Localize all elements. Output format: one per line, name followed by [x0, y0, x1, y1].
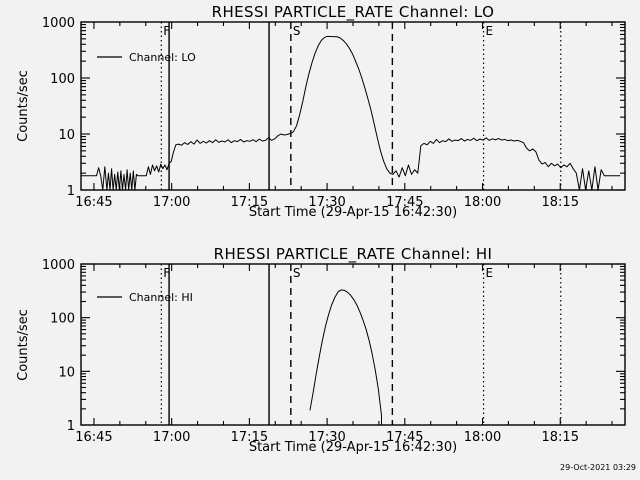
event-marker-label: E	[486, 24, 494, 38]
panel-lo-legend-label: Channel: LO	[129, 51, 196, 64]
panel-lo-ytick-label: 10	[58, 128, 75, 143]
panel-hi-xtick-label: 17:45	[386, 430, 423, 445]
event-marker-label: S	[293, 24, 301, 38]
panel-lo-xtick-label: 17:45	[386, 195, 423, 210]
panel-hi-xlabel: Start Time (29-Apr-15 16:42:30)	[249, 440, 457, 455]
panel-lo-legend: Channel: LO	[97, 51, 196, 64]
panel-lo-xtick-label: 18:15	[542, 195, 579, 210]
panel-hi-legend: Channel: HI	[97, 291, 193, 304]
panel-hi-data-curve	[309, 289, 382, 426]
panel-lo-ylabel: Counts/sec	[16, 70, 31, 142]
panel-lo-ytick-label: 1	[67, 184, 75, 199]
panel-hi-ytick-label: 1	[67, 419, 75, 434]
panel-lo-xlabel: Start Time (29-Apr-15 16:42:30)	[249, 205, 457, 220]
panel-hi-frame	[80, 263, 626, 426]
panel-hi-ytick-label: 1000	[42, 258, 75, 273]
event-marker-label: E	[486, 266, 494, 280]
panel-hi-ylabel: Counts/sec	[16, 309, 31, 381]
panel-hi-ylabel-group: Counts/sec	[16, 309, 31, 381]
panel-hi-xtick-label: 17:15	[231, 430, 268, 445]
panel-hi-xtick-label: 18:00	[464, 430, 501, 445]
panel-lo: RHESSI PARTICLE_RATE Channel: LO Counts/…	[16, 3, 626, 220]
panel-lo-xtick-label: 18:00	[464, 195, 501, 210]
panel-hi-legend-label: Channel: HI	[129, 291, 193, 304]
panel-lo-ytick-label: 1000	[42, 16, 75, 31]
panel-hi-ytick-label: 100	[50, 312, 75, 327]
panel-lo-data-curve	[80, 35, 621, 191]
panel-hi-ytick-label: 10	[58, 365, 75, 380]
event-marker-label: F	[163, 24, 170, 38]
panel-lo-xtick-label: 17:00	[153, 195, 190, 210]
panel-lo-ytick-label: 100	[50, 72, 75, 87]
panel-hi-ticks: 1 10 100 1000	[42, 258, 625, 434]
panel-hi-xtick-label: 18:15	[542, 430, 579, 445]
panel-hi-xtick-labels: 16:45 17:00 17:15 17:30 17:45 18:00 18:15	[75, 430, 579, 445]
panel-lo-xtick-label: 17:15	[231, 195, 268, 210]
panel-hi-title: RHESSI PARTICLE_RATE Channel: HI	[214, 245, 493, 264]
render-timestamp: 29-Oct-2021 03:29	[560, 463, 636, 472]
panel-lo-title: RHESSI PARTICLE_RATE Channel: LO	[212, 3, 495, 22]
panel-lo-xtick-label: 16:45	[75, 195, 112, 210]
panel-lo-xtick-labels: 16:45 17:00 17:15 17:30 17:45 18:00 18:15	[75, 195, 579, 210]
event-marker-label: F	[163, 266, 170, 280]
panel-hi-xtick-label: 16:45	[75, 430, 112, 445]
panel-lo-frame	[80, 21, 626, 191]
panel-hi: RHESSI PARTICLE_RATE Channel: HI Counts/…	[16, 245, 626, 455]
panel-hi-xtick-label: 17:30	[308, 430, 345, 445]
event-marker-label: S	[293, 266, 301, 280]
panel-lo-ylabel-group: Counts/sec	[16, 70, 31, 142]
panel-hi-xtick-label: 17:00	[153, 430, 190, 445]
panel-lo-xtick-label: 17:30	[308, 195, 345, 210]
